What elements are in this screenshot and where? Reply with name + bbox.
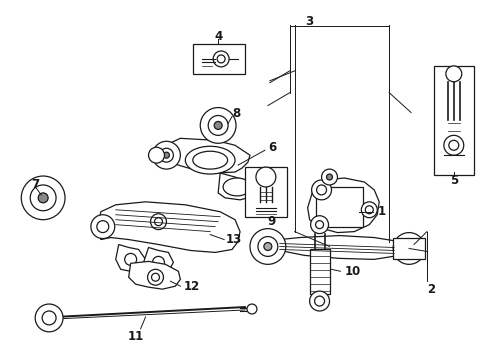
Circle shape [405,246,411,251]
Polygon shape [128,261,180,289]
Circle shape [310,216,328,234]
Circle shape [38,193,48,203]
Circle shape [159,148,173,162]
Text: 12: 12 [183,280,199,293]
Text: 9: 9 [267,215,276,228]
Circle shape [249,229,285,264]
Circle shape [124,253,136,265]
Circle shape [443,135,463,155]
Circle shape [316,185,326,195]
Text: 3: 3 [305,15,313,28]
Polygon shape [116,244,145,271]
Bar [315,187,363,227]
Text: 4: 4 [214,30,222,42]
Ellipse shape [185,146,235,174]
Text: 6: 6 [267,141,276,154]
Circle shape [246,304,256,314]
Circle shape [148,147,164,163]
Circle shape [257,237,277,256]
Bar [392,238,424,260]
Circle shape [217,55,224,63]
Text: 5: 5 [449,174,457,186]
Circle shape [152,256,164,268]
Circle shape [208,116,227,135]
Circle shape [150,214,166,230]
Circle shape [321,169,337,185]
Circle shape [163,152,169,158]
Circle shape [326,174,332,180]
Circle shape [365,206,372,214]
Text: 13: 13 [225,233,242,246]
Ellipse shape [223,178,250,196]
Circle shape [311,180,331,200]
Bar [193,44,244,74]
Ellipse shape [192,151,227,169]
Circle shape [400,240,416,256]
Circle shape [392,233,424,264]
Circle shape [97,221,108,233]
Circle shape [445,66,461,82]
Circle shape [264,243,271,251]
Circle shape [91,215,115,239]
Circle shape [152,141,180,169]
Bar [433,66,473,175]
Circle shape [21,176,65,220]
Text: 11: 11 [127,330,143,343]
Circle shape [213,51,228,67]
Circle shape [200,108,236,143]
Text: 10: 10 [344,265,360,278]
Circle shape [151,273,159,281]
Circle shape [42,311,56,325]
Circle shape [30,185,56,211]
Circle shape [448,140,458,150]
Circle shape [309,291,329,311]
Polygon shape [152,138,249,173]
Text: 8: 8 [232,107,240,120]
Text: 1: 1 [376,205,385,218]
Text: 7: 7 [31,179,39,192]
Circle shape [361,202,376,218]
Circle shape [35,304,63,332]
Bar [309,249,329,294]
Circle shape [214,121,222,129]
Polygon shape [307,178,379,233]
Circle shape [314,296,324,306]
Polygon shape [218,173,254,200]
Polygon shape [143,247,173,274]
Circle shape [154,218,162,226]
Bar [244,167,286,217]
Polygon shape [267,235,413,260]
Circle shape [255,167,275,187]
Circle shape [147,269,163,285]
Polygon shape [98,202,240,252]
Text: 2: 2 [426,283,434,296]
Circle shape [315,221,323,229]
